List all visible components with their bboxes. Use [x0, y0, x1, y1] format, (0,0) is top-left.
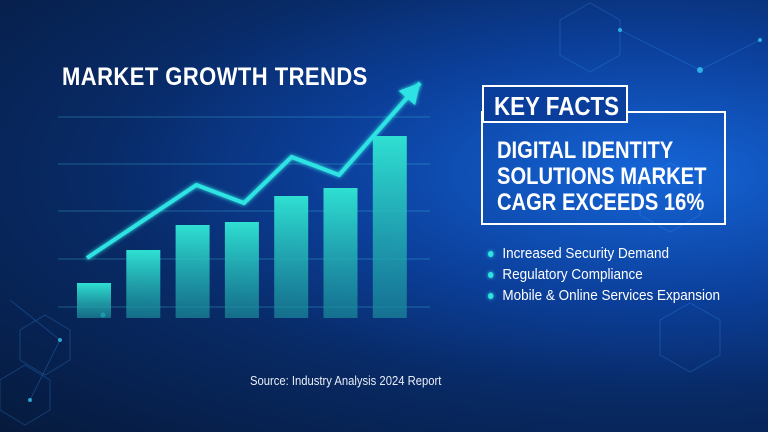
- bar-1: [77, 283, 111, 318]
- bullet-dot-icon: [488, 251, 494, 257]
- bar-5: [274, 196, 309, 318]
- arrowhead-icon: [398, 83, 421, 106]
- key-facts-headline: DIGITAL IDENTITY SOLUTIONS MARKET CAGR E…: [497, 138, 706, 216]
- source-note: Source: Industry Analysis 2024 Report: [250, 374, 442, 388]
- key-facts-bullets: Increased Security Demand Regulatory Com…: [488, 243, 746, 306]
- bullet-text: Increased Security Demand: [502, 245, 669, 262]
- trend-line: [85, 81, 422, 260]
- headline-line: CAGR EXCEEDS 16%: [497, 189, 705, 216]
- bar-7: [372, 136, 407, 318]
- bar-3: [175, 225, 210, 318]
- key-facts-label-box: KEY FACTS: [482, 85, 628, 123]
- chart-title: MARKET GROWTH TRENDS: [62, 63, 368, 91]
- bullet-text: Mobile & Online Services Expansion: [502, 287, 721, 304]
- bullet-dot-icon: [488, 293, 494, 299]
- bullet-item: Regulatory Compliance: [488, 264, 720, 285]
- bar-2: [126, 250, 161, 318]
- key-facts-label: KEY FACTS: [494, 91, 620, 121]
- bar-6: [323, 188, 358, 318]
- bullet-text: Regulatory Compliance: [502, 266, 643, 283]
- bullet-item: Increased Security Demand: [488, 243, 720, 264]
- headline-line: DIGITAL IDENTITY: [497, 137, 674, 164]
- headline-line: SOLUTIONS MARKET: [497, 163, 707, 190]
- bar-4: [224, 222, 259, 318]
- bullet-item: Mobile & Online Services Expansion: [488, 285, 720, 306]
- bullet-dot-icon: [488, 272, 494, 278]
